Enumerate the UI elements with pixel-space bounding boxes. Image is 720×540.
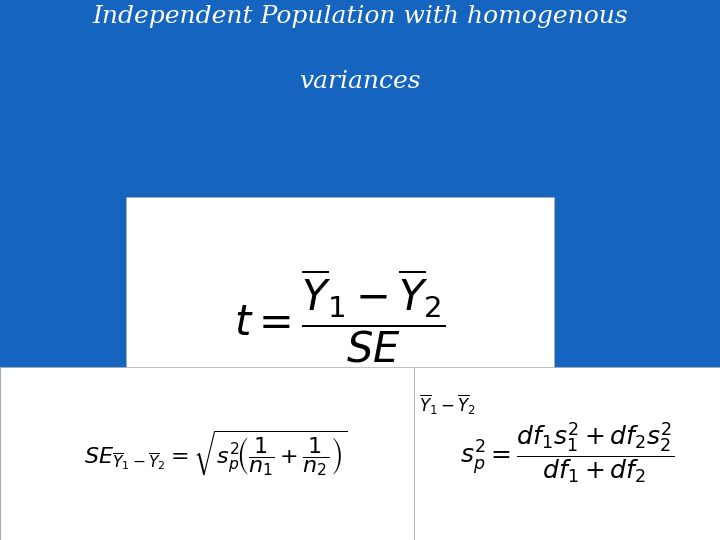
FancyBboxPatch shape: [414, 367, 720, 540]
FancyBboxPatch shape: [126, 197, 554, 446]
Text: $\mathit{SE}_{\overline{Y}_1-\overline{Y}_2} = \sqrt{s_p^2\!\left(\dfrac{1}{n_1}: $\mathit{SE}_{\overline{Y}_1-\overline{Y…: [84, 429, 347, 478]
FancyBboxPatch shape: [0, 367, 414, 540]
Text: $\mathit{t} = \dfrac{\overline{Y}_1 - \overline{Y}_2}{\mathit{SE}}$: $\mathit{t} = \dfrac{\overline{Y}_1 - \o…: [235, 268, 446, 365]
Text: Independent Population with homogenous: Independent Population with homogenous: [92, 5, 628, 29]
Text: $s_p^2 = \dfrac{df_1 s_1^2 + df_2 s_2^2}{df_1 + df_2}$: $s_p^2 = \dfrac{df_1 s_1^2 + df_2 s_2^2}…: [460, 421, 674, 486]
Text: $\overline{Y}_1-\overline{Y}_2$: $\overline{Y}_1-\overline{Y}_2$: [420, 393, 477, 416]
Text: variances: variances: [300, 70, 420, 93]
